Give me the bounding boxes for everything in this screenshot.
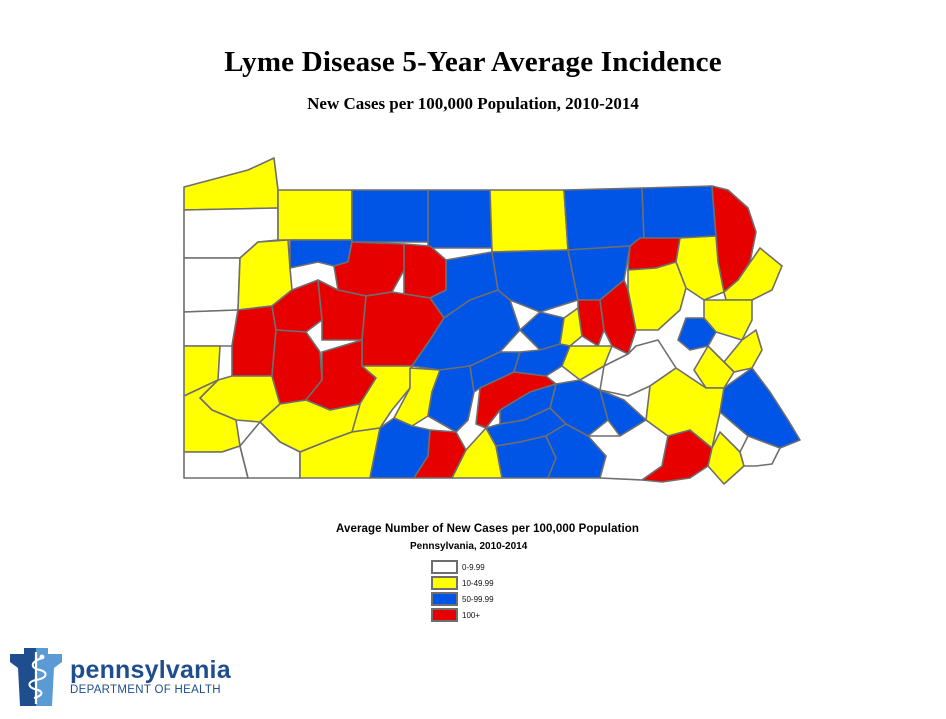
county-bradford: Bradford [563,187,645,251]
logo-wordmark: pennsylvania [70,656,231,684]
county-philadelphia: Philadelphia [739,435,781,467]
county-luzerne: Luzerne [599,279,637,355]
legend-item-1: 10-49.99 [431,575,494,591]
legend-swatch-0-9 [431,560,458,574]
county-potter: Potter [427,189,493,249]
page-subtitle: New Cases per 100,000 Population, 2010-2… [307,94,639,113]
legend-swatch-10-49 [431,576,458,590]
county-mckean: McKean [351,189,429,243]
logo-department: DEPARTMENT OF HEALTH [70,684,221,696]
county-cameron: Cameron [403,243,447,299]
keystone-caduceus-icon [10,648,62,706]
county-montour: Montour [559,307,583,347]
county-erie: Erie [183,157,279,211]
legend-swatch-50-99 [431,592,458,606]
county-mercer: Mercer [183,257,241,313]
legend-label: 100+ [462,610,481,620]
map-canvas: ErieCrawfordWarrenMcKeanPotterTiogaBradf… [183,157,801,485]
legend-swatch-100-plus [431,608,458,622]
county-butler: Butler [231,305,277,377]
legend-label: 10-49.99 [462,578,494,588]
county-york: York [545,423,607,479]
county-snyder: Snyder [513,343,571,377]
county-columbia: Columbia [577,299,605,347]
legend-label: 0-9.99 [462,562,485,572]
county-bucks: Bucks [719,367,801,449]
legend-item-2: 50-99.99 [431,591,494,607]
county-warren: Warren [277,189,353,241]
legend-item-3: 100+ [431,607,494,623]
county-tioga: Tioga [489,189,569,253]
pa-health-logo: pennsylvania DEPARTMENT OF HEALTH [8,648,231,706]
legend-title: Average Number of New Cases per 100,000 … [336,523,640,535]
county-susquehanna: Susquehanna [641,185,717,241]
legend-subtitle: Pennsylvania, 2010-2014 [410,541,528,552]
county-lehigh: Lehigh [693,345,735,389]
pennsylvania-county-map: ErieCrawfordWarrenMcKeanPotterTiogaBradf… [183,157,801,485]
county-lawrence: Lawrence [183,309,239,347]
page-title: Lyme Disease 5-Year Average Incidence [224,46,722,78]
legend-item-0: 0-9.99 [431,559,494,575]
legend-label: 50-99.99 [462,594,494,604]
legend: 0-9.99 10-49.99 50-99.99 100+ [431,559,494,623]
county-schuylkill: Schuylkill [627,261,687,331]
